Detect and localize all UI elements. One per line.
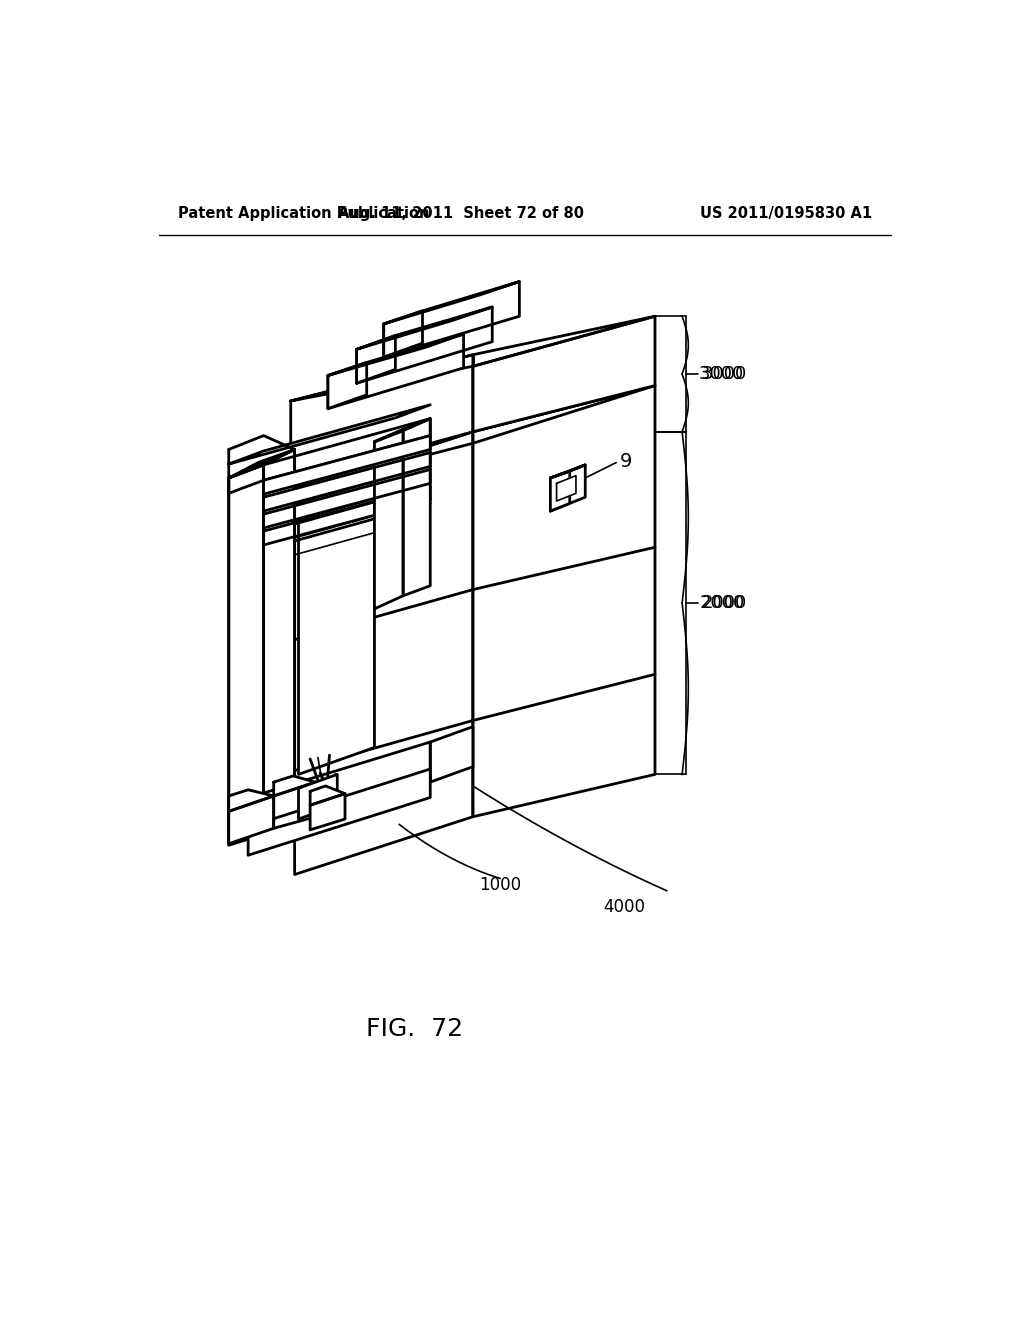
- Text: 3000: 3000: [699, 366, 744, 383]
- Polygon shape: [328, 334, 464, 376]
- Polygon shape: [375, 418, 430, 442]
- Polygon shape: [403, 418, 430, 595]
- Polygon shape: [356, 308, 493, 350]
- Polygon shape: [384, 281, 519, 323]
- Polygon shape: [473, 385, 655, 817]
- Polygon shape: [473, 317, 655, 432]
- Polygon shape: [328, 363, 367, 409]
- Polygon shape: [228, 436, 295, 478]
- Polygon shape: [295, 432, 473, 874]
- Polygon shape: [248, 770, 430, 855]
- Polygon shape: [263, 418, 430, 480]
- Polygon shape: [228, 405, 430, 465]
- Polygon shape: [228, 742, 430, 845]
- Text: 1000: 1000: [479, 876, 521, 894]
- Polygon shape: [310, 793, 345, 830]
- Polygon shape: [295, 385, 655, 490]
- Polygon shape: [273, 781, 315, 829]
- Polygon shape: [356, 335, 395, 383]
- Polygon shape: [263, 449, 295, 829]
- Polygon shape: [228, 796, 273, 843]
- Text: Aug. 11, 2011  Sheet 72 of 80: Aug. 11, 2011 Sheet 72 of 80: [338, 206, 585, 222]
- Text: Patent Application Publication: Patent Application Publication: [178, 206, 430, 222]
- Text: 4000: 4000: [603, 898, 645, 916]
- Polygon shape: [299, 453, 375, 775]
- Polygon shape: [384, 312, 423, 358]
- Polygon shape: [228, 789, 273, 812]
- Polygon shape: [263, 453, 430, 511]
- Polygon shape: [291, 355, 473, 482]
- Polygon shape: [310, 785, 345, 805]
- Polygon shape: [228, 465, 263, 494]
- Polygon shape: [291, 317, 655, 401]
- Polygon shape: [550, 465, 586, 511]
- Text: 9: 9: [621, 451, 633, 470]
- Polygon shape: [557, 475, 575, 502]
- Polygon shape: [263, 436, 430, 494]
- Polygon shape: [299, 775, 337, 818]
- Polygon shape: [550, 471, 569, 511]
- Text: US 2011/0195830 A1: US 2011/0195830 A1: [699, 206, 872, 222]
- Text: 2000: 2000: [701, 594, 746, 612]
- Text: 2000: 2000: [699, 594, 744, 611]
- Polygon shape: [228, 449, 295, 834]
- Text: FIG.  72: FIG. 72: [367, 1016, 463, 1040]
- Polygon shape: [228, 465, 263, 842]
- Text: 3000: 3000: [701, 366, 746, 383]
- Polygon shape: [273, 776, 315, 796]
- Polygon shape: [263, 470, 430, 528]
- Polygon shape: [328, 334, 464, 409]
- Polygon shape: [356, 308, 493, 383]
- Polygon shape: [550, 465, 586, 478]
- Polygon shape: [263, 487, 430, 545]
- Polygon shape: [375, 429, 403, 609]
- Polygon shape: [430, 726, 473, 781]
- Polygon shape: [228, 449, 295, 478]
- Polygon shape: [384, 281, 519, 358]
